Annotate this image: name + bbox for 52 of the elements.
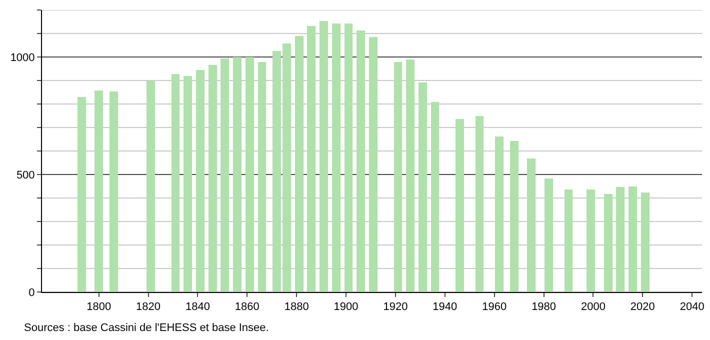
bar <box>604 194 612 292</box>
bar <box>109 91 118 292</box>
y-tick-label: 1000 <box>10 52 35 64</box>
bar <box>320 21 328 292</box>
bar <box>544 178 553 292</box>
bar <box>196 70 204 292</box>
bar <box>258 62 266 292</box>
x-tick-label: 2040 <box>680 301 704 314</box>
x-tick-label: 2020 <box>630 301 655 314</box>
bar <box>332 24 340 292</box>
bar <box>233 57 242 292</box>
x-tick-label: 1940 <box>432 301 458 314</box>
y-tick-label: 0 <box>28 286 35 299</box>
x-tick-label: 1800 <box>86 301 112 314</box>
bar <box>394 62 402 292</box>
bar <box>430 102 440 292</box>
bar <box>356 30 366 292</box>
bar <box>94 90 104 292</box>
bar <box>307 26 316 292</box>
bar <box>406 59 415 292</box>
x-tick-label: 1920 <box>383 301 408 314</box>
bar <box>456 119 464 292</box>
x-tick-label: 1840 <box>185 301 210 314</box>
x-tick-label: 1820 <box>136 301 161 314</box>
bar <box>527 158 536 292</box>
source-note: Sources : base Cassini de l'EHESS et base Insee. <box>24 322 269 334</box>
x-tick-label: 1980 <box>532 301 556 314</box>
bar <box>418 82 427 292</box>
bar <box>344 24 353 292</box>
bar <box>208 65 217 292</box>
x-tick-label: 2000 <box>581 301 606 314</box>
bar <box>510 141 518 292</box>
bar <box>77 96 86 292</box>
bar <box>184 76 192 292</box>
bar <box>220 58 230 292</box>
bar <box>564 189 573 292</box>
y-tick-label: 500 <box>16 169 35 182</box>
x-tick-label: 1960 <box>482 301 507 314</box>
bar <box>294 36 304 292</box>
bar <box>616 187 625 292</box>
x-tick-label: 1860 <box>234 301 260 314</box>
bar <box>245 57 254 292</box>
bar <box>640 192 650 292</box>
bar <box>495 136 504 292</box>
x-tick-label: 1900 <box>334 301 358 314</box>
bar <box>369 36 378 292</box>
bar <box>171 74 180 292</box>
bar <box>586 189 595 292</box>
x-tick-label: 1880 <box>284 301 309 314</box>
bar <box>628 186 637 292</box>
bar <box>146 80 155 292</box>
bar <box>475 116 484 292</box>
